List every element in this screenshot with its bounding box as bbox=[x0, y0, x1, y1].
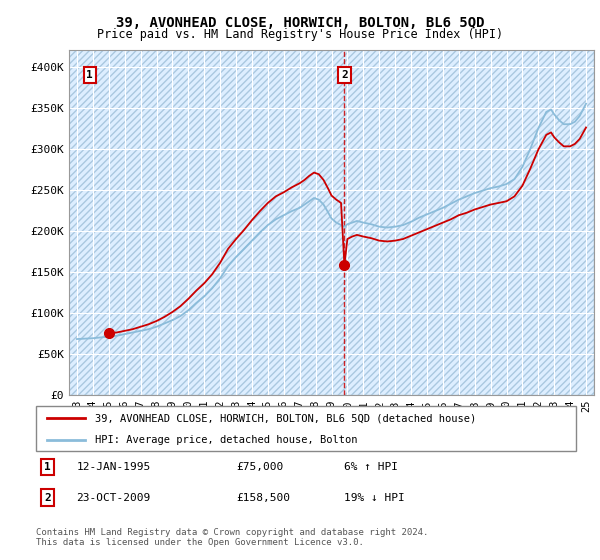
Text: 6% ↑ HPI: 6% ↑ HPI bbox=[344, 462, 398, 472]
Text: £75,000: £75,000 bbox=[236, 462, 283, 472]
Text: 23-OCT-2009: 23-OCT-2009 bbox=[77, 493, 151, 502]
Text: 12-JAN-1995: 12-JAN-1995 bbox=[77, 462, 151, 472]
FancyBboxPatch shape bbox=[36, 406, 576, 451]
Text: Contains HM Land Registry data © Crown copyright and database right 2024.
This d: Contains HM Land Registry data © Crown c… bbox=[36, 528, 428, 547]
Text: 2: 2 bbox=[341, 70, 348, 80]
Text: HPI: Average price, detached house, Bolton: HPI: Average price, detached house, Bolt… bbox=[95, 435, 358, 445]
Text: 19% ↓ HPI: 19% ↓ HPI bbox=[344, 493, 404, 502]
Text: 39, AVONHEAD CLOSE, HORWICH, BOLTON, BL6 5QD (detached house): 39, AVONHEAD CLOSE, HORWICH, BOLTON, BL6… bbox=[95, 413, 476, 423]
Text: Price paid vs. HM Land Registry's House Price Index (HPI): Price paid vs. HM Land Registry's House … bbox=[97, 28, 503, 41]
Text: 2: 2 bbox=[44, 493, 51, 502]
Text: £158,500: £158,500 bbox=[236, 493, 290, 502]
Text: 1: 1 bbox=[44, 462, 51, 472]
Text: 39, AVONHEAD CLOSE, HORWICH, BOLTON, BL6 5QD: 39, AVONHEAD CLOSE, HORWICH, BOLTON, BL6… bbox=[116, 16, 484, 30]
Text: 1: 1 bbox=[86, 70, 93, 80]
